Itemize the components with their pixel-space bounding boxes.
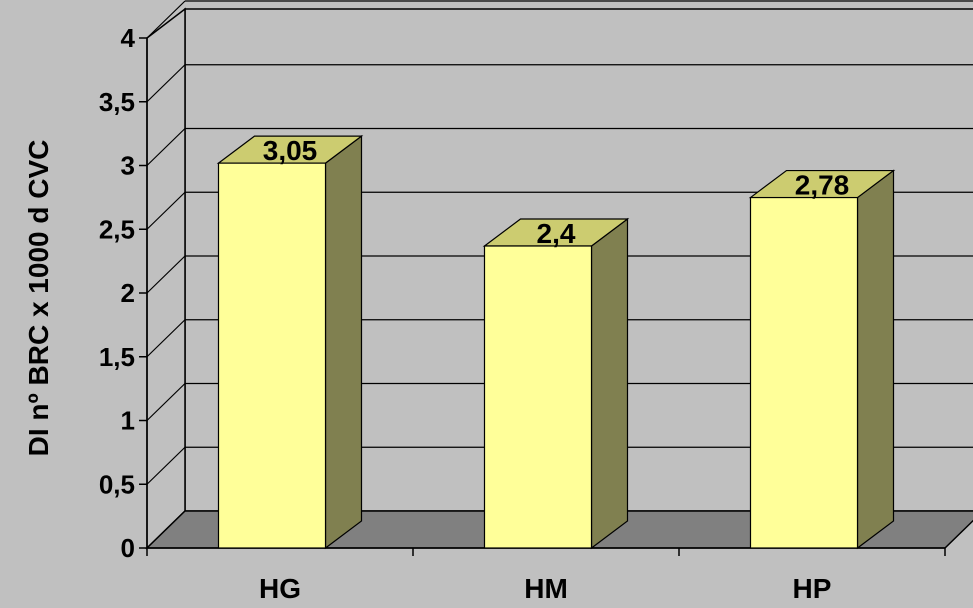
bar-hg [216, 134, 364, 550]
x-category-label: HP [793, 573, 832, 604]
bar-side [324, 134, 363, 550]
gridline-side [146, 255, 186, 294]
y-tick-label: 3,5 [99, 87, 135, 117]
x-category-label: HG [259, 573, 301, 604]
bar-front [217, 162, 327, 549]
labels: 0 0,5 1 1,5 2 2,5 3 3,5 4 3,05 HG 2,4 HM 2,78 HP [99, 23, 849, 604]
bar-front [749, 196, 859, 549]
gridline-side [146, 128, 186, 166]
y-tick-label: 3 [121, 151, 135, 181]
y-tick-label: 1,5 [99, 342, 135, 372]
bar-side [856, 169, 895, 550]
gridline-side [146, 64, 186, 103]
bars [216, 134, 896, 550]
y-tick-label: 2,5 [99, 214, 135, 244]
gridline-side [146, 446, 186, 485]
gridline-side [146, 191, 186, 230]
y-tick-label: 1 [121, 406, 135, 436]
bar-hp [748, 169, 896, 550]
y-tick-label: 0 [121, 533, 135, 563]
data-label: 2,4 [537, 218, 576, 249]
bar-front [483, 245, 593, 549]
y-tick-label: 2 [121, 278, 135, 308]
gridline-side [146, 383, 186, 421]
y-axis-title: DI nº BRC x 1000 d CVC [23, 140, 54, 457]
y-tick-label: 0,5 [99, 469, 135, 499]
side-wall [146, 7, 186, 550]
y-tick-label: 4 [121, 23, 136, 53]
bar-side [590, 217, 629, 550]
data-label: 3,05 [263, 135, 318, 166]
x-category-label: HM [524, 573, 568, 604]
gridline-side [146, 319, 186, 358]
bar-hm [482, 217, 630, 550]
gridline-side [146, 0, 186, 39]
data-label: 2,78 [795, 170, 850, 201]
